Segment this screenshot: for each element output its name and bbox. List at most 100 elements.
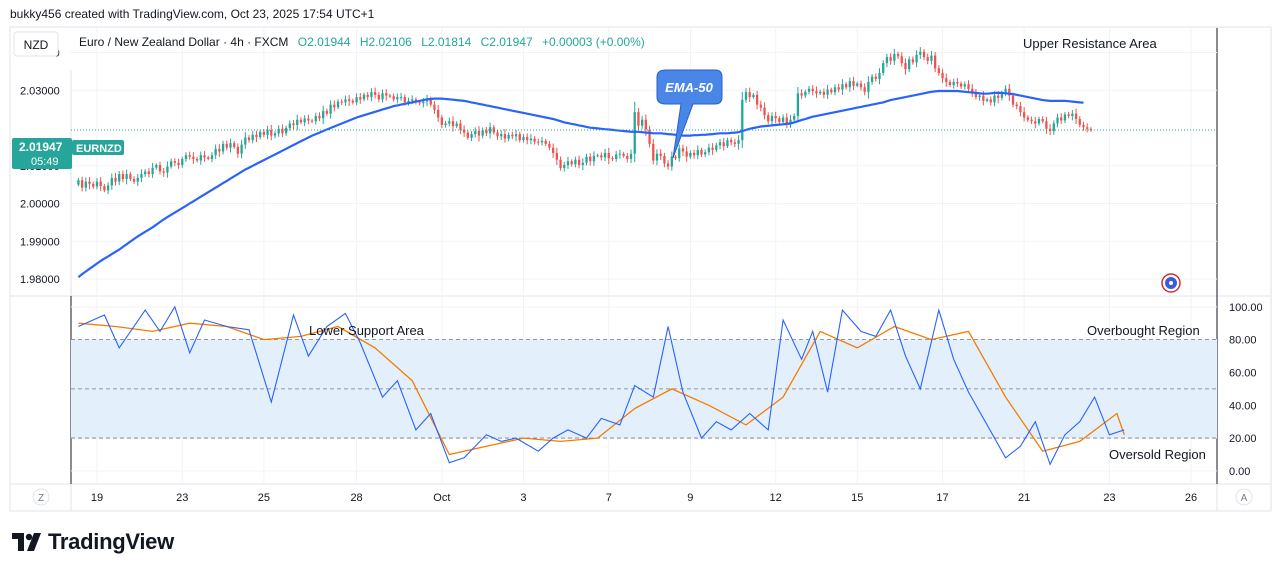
candle-body	[867, 81, 870, 92]
candle-body	[158, 165, 162, 172]
time-tick-label: 17	[936, 492, 948, 504]
candle-body	[626, 155, 629, 159]
candle-body	[629, 153, 633, 159]
candle-body	[774, 115, 777, 119]
event-marker-icon[interactable]	[1161, 273, 1181, 293]
candle-body	[396, 97, 399, 100]
candle-body	[1026, 117, 1030, 120]
candles-layer	[77, 47, 1093, 195]
candle-body	[103, 186, 106, 191]
candle-body	[77, 180, 80, 185]
candle-body	[915, 54, 918, 63]
candle-body	[125, 174, 128, 179]
tradingview-logo-icon	[12, 533, 41, 551]
candle-body	[258, 131, 262, 138]
candle-body	[366, 94, 369, 98]
candle-body	[244, 137, 247, 145]
high-value: H2.02106	[360, 35, 412, 49]
candle-body	[1086, 127, 1089, 129]
candle-body	[273, 133, 277, 136]
candle-body	[359, 97, 362, 100]
candle-body	[885, 57, 889, 64]
candle-body	[173, 161, 176, 163]
candle-body	[266, 129, 269, 135]
candle-body	[722, 142, 725, 147]
candle-body	[399, 97, 403, 99]
candle-body	[778, 118, 781, 122]
candle-body	[670, 156, 673, 167]
candle-body	[819, 91, 822, 94]
time-tick-label: 3	[520, 492, 526, 504]
candle-body	[448, 121, 451, 124]
candle-body	[1008, 88, 1011, 96]
resistance-annotation: Upper Resistance Area	[1023, 36, 1157, 51]
auto-scale-button[interactable]	[1235, 488, 1253, 506]
candle-body	[963, 84, 966, 87]
tradingview-logo[interactable]: TradingView	[12, 529, 174, 555]
candle-body	[340, 101, 343, 103]
candle-body	[737, 140, 740, 144]
candle-body	[763, 107, 766, 116]
candle-body	[726, 140, 729, 147]
candle-body	[770, 115, 774, 122]
candle-body	[507, 134, 510, 139]
candle-body	[466, 132, 469, 138]
candle-body	[640, 119, 644, 126]
candle-body	[203, 155, 206, 158]
candle-body	[759, 104, 762, 108]
candle-body	[129, 174, 132, 179]
overbought-annotation: Overbought Region	[1087, 323, 1200, 338]
currency-box[interactable]	[13, 31, 59, 57]
time-tick-label: 26	[1185, 492, 1197, 504]
candle-body	[581, 162, 584, 166]
candle-body	[922, 51, 926, 58]
candle-body	[711, 147, 714, 150]
candle-body	[692, 152, 696, 156]
candle-body	[485, 130, 488, 134]
candle-body	[781, 117, 785, 122]
candle-body	[151, 167, 154, 175]
candle-body	[455, 123, 458, 127]
candle-body	[540, 140, 544, 143]
candle-body	[889, 57, 892, 61]
candle-body	[322, 111, 325, 119]
candle-body	[277, 128, 280, 134]
symbol-legend[interactable]: Euro / New Zealand Dollar · 4h · FXCM O2…	[79, 35, 645, 49]
candle-body	[299, 119, 303, 123]
candle-body	[893, 54, 896, 61]
osc-tick-label: 0.00	[1229, 466, 1250, 478]
candle-body	[592, 155, 596, 162]
candle-body	[1030, 119, 1033, 122]
ema-callout-label: EMA-50	[665, 80, 713, 95]
timezone-button[interactable]	[32, 488, 50, 506]
candle-body	[637, 112, 640, 126]
candle-body	[811, 88, 814, 92]
candle-body	[652, 143, 655, 161]
candle-body	[1056, 117, 1059, 124]
candle-body	[930, 55, 933, 61]
candle-body	[904, 63, 907, 70]
candle-body	[748, 92, 751, 98]
candle-body	[563, 165, 566, 169]
candle-body	[114, 177, 117, 182]
time-tick-label: 28	[350, 492, 362, 504]
candle-body	[144, 171, 147, 175]
attribution-header: bukky456 created with TradingView.com, O…	[10, 7, 375, 21]
candle-body	[793, 115, 796, 120]
candle-body	[1037, 118, 1041, 124]
candle-body	[188, 155, 191, 157]
candle-body	[596, 155, 599, 157]
candle-body	[385, 93, 388, 96]
candle-body	[392, 96, 395, 100]
low-value: L2.01814	[421, 35, 471, 49]
candle-body	[184, 155, 188, 159]
candle-body	[1011, 95, 1015, 105]
candle-body	[644, 119, 648, 130]
candle-body	[403, 97, 406, 103]
candle-body	[348, 99, 351, 101]
last-price-value: 2.01947	[19, 140, 63, 154]
candle-body	[822, 91, 826, 95]
candle-body	[956, 81, 959, 84]
candle-body	[1078, 118, 1081, 126]
